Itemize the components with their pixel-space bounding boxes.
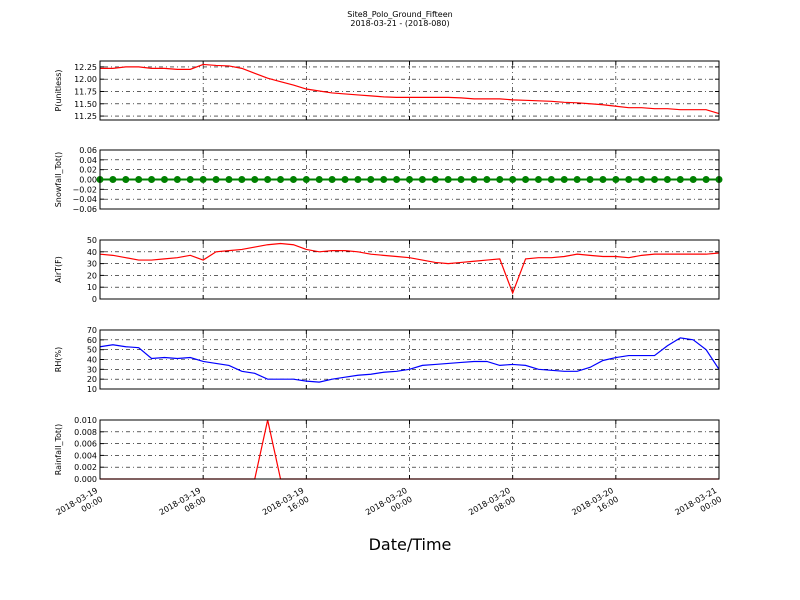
- y-tick-label: 50: [87, 346, 97, 355]
- y-tick-label: 50: [87, 236, 97, 245]
- y-tick-label: 60: [87, 336, 97, 345]
- y-tick-label: 10: [87, 385, 97, 394]
- data-line: [99, 242, 720, 295]
- plot-frame: [99, 60, 720, 121]
- y-tick-label: 70: [87, 326, 97, 335]
- title: Site8_Polo_Ground_Fifteen: [347, 10, 452, 19]
- y-tick-label: 12.00: [74, 75, 97, 84]
- x-axis-label: Date/Time: [369, 535, 452, 554]
- y-axis-label: RH(%): [54, 347, 63, 372]
- y-axis-label: Snowfall_Tot(): [54, 152, 63, 208]
- y-tick-label: 30: [87, 365, 97, 374]
- data-line: [100, 63, 720, 115]
- y-tick-label: 0.02: [79, 166, 97, 175]
- y-tick-label: 10: [87, 283, 97, 292]
- plot-frame: [99, 239, 720, 300]
- y-tick-label: 0.004: [74, 451, 97, 460]
- y-axis-label: P(unitless): [54, 69, 63, 111]
- plot-frame: [99, 419, 720, 480]
- y-tick-label: 0.002: [74, 463, 97, 472]
- plot-frame: [99, 149, 720, 210]
- y-tick-label: 11.50: [74, 100, 97, 109]
- y-tick-label: 0.008: [74, 428, 97, 437]
- y-axis-label: AirT(F): [54, 256, 63, 283]
- y-tick-label: 30: [87, 260, 97, 269]
- y-tick-label: 0: [92, 295, 97, 304]
- y-tick-label: 40: [87, 356, 97, 365]
- plot-frame: [99, 329, 720, 390]
- y-tick-label: 20: [87, 375, 97, 384]
- y-tick-label: 11.25: [74, 112, 97, 121]
- data-line: [99, 337, 720, 383]
- y-tick-label: 0.00: [79, 176, 97, 185]
- subtitle: 2018-03-21 - (2018-080): [350, 19, 449, 28]
- y-tick-label: 0.06: [79, 146, 97, 155]
- y-tick-label: 20: [87, 271, 97, 280]
- y-tick-label: −0.06: [72, 205, 97, 214]
- y-tick-label: 11.75: [74, 87, 97, 96]
- y-tick-label: 40: [87, 248, 97, 257]
- y-axis-label: Rainfall_Tot(): [54, 424, 63, 476]
- y-tick-label: 12.25: [74, 63, 97, 72]
- y-tick-label: 0.010: [74, 416, 97, 425]
- y-tick-label: −0.04: [72, 195, 97, 204]
- y-tick-label: 0.04: [79, 156, 97, 165]
- y-tick-label: −0.02: [72, 185, 97, 194]
- y-tick-label: 0.000: [74, 475, 97, 484]
- y-tick-label: 0.006: [74, 440, 97, 449]
